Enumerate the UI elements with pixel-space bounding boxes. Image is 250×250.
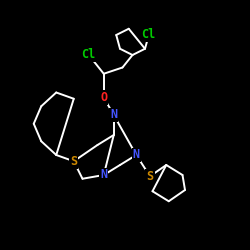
Text: N: N [133,148,140,162]
Text: N: N [100,168,107,181]
Text: Cl: Cl [82,48,96,62]
Text: S: S [70,155,77,168]
Text: S: S [146,170,154,183]
Text: Cl: Cl [142,28,156,42]
Text: N: N [110,108,117,122]
Text: O: O [100,91,107,104]
